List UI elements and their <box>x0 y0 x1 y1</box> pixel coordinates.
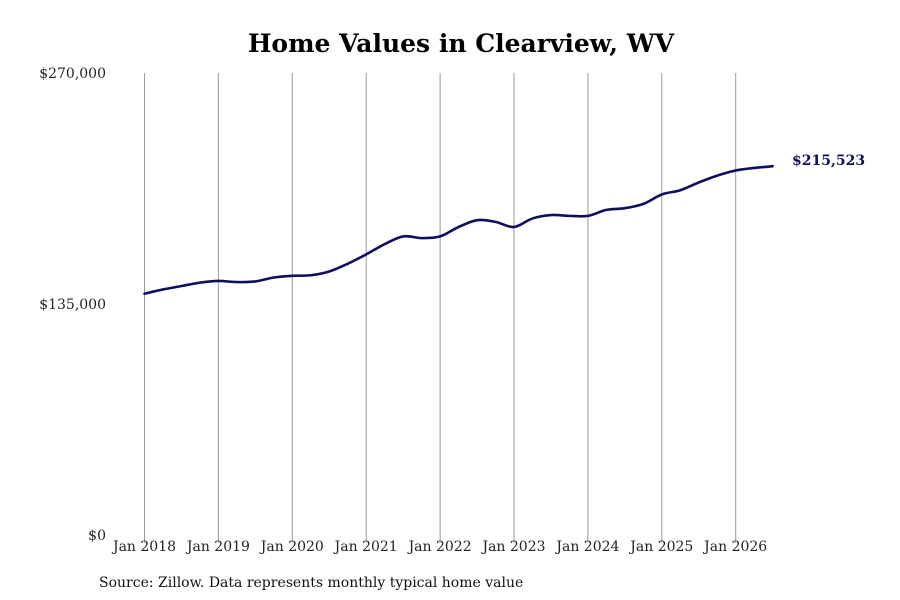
x-tick-label: Jan 2019 <box>185 539 250 555</box>
series-line-0 <box>143 164 774 296</box>
x-tick-label: Jan 2022 <box>407 539 472 555</box>
gridlines <box>144 73 737 543</box>
x-tick-label: Jan 2020 <box>259 539 324 555</box>
x-tick-label: Jan 2026 <box>702 539 767 555</box>
x-axis: Jan 2018 Jan 2019 Jan 2020 Jan 2021 Jan 2022… <box>111 539 767 555</box>
source-note: Source: Zillow. Data represents monthly … <box>99 575 523 591</box>
chart-title: Home Values in Clearview, WV <box>248 29 675 58</box>
y-tick-label: $135,000 <box>39 297 106 313</box>
x-tick-label: Jan 2021 <box>333 539 398 555</box>
x-tick-label: Jan 2023 <box>480 539 545 555</box>
y-tick-label: $0 <box>88 528 106 544</box>
x-tick-label: Jan 2024 <box>554 539 619 555</box>
y-tick-label: $270,000 <box>39 66 106 82</box>
x-tick-label: Jan 2025 <box>628 539 693 555</box>
end-value-label: $215,523 <box>792 153 865 169</box>
y-axis: $0 $135,000 $270,000 <box>39 66 106 544</box>
plot-area <box>143 164 774 296</box>
x-tick-label: Jan 2018 <box>111 539 176 555</box>
